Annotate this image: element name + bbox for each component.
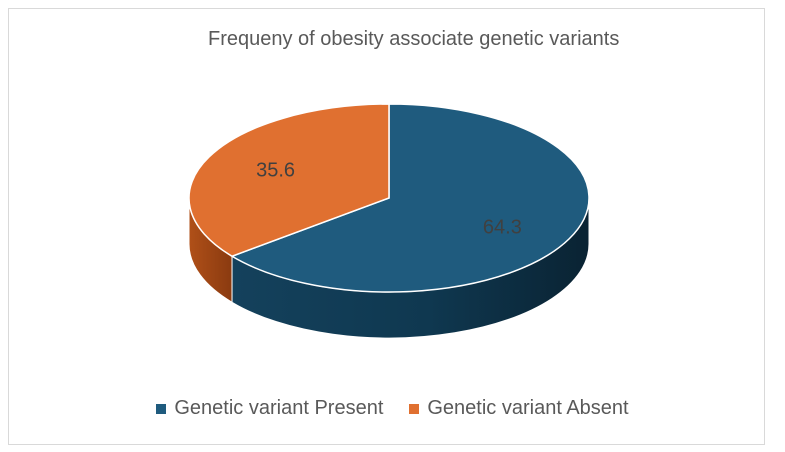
legend: Genetic variant Present Genetic variant …: [0, 397, 785, 420]
pie-layer: 64.3 35.6: [188, 103, 590, 339]
legend-label-present: Genetic variant Present: [174, 397, 384, 419]
legend-label-absent: Genetic variant Absent: [427, 397, 629, 419]
legend-swatch-present: [156, 403, 167, 414]
pie-slice-0: [230, 103, 590, 293]
data-label-1: 35.6: [256, 159, 295, 181]
data-label-0: 64.3: [483, 217, 522, 239]
pie-slice-1: [188, 103, 390, 258]
legend-item-absent: Genetic variant Absent: [409, 397, 629, 420]
legend-item-present: Genetic variant Present: [156, 397, 383, 420]
chart-title: Frequeny of obesity associate genetic va…: [208, 28, 620, 50]
legend-swatch-absent: [409, 403, 420, 414]
